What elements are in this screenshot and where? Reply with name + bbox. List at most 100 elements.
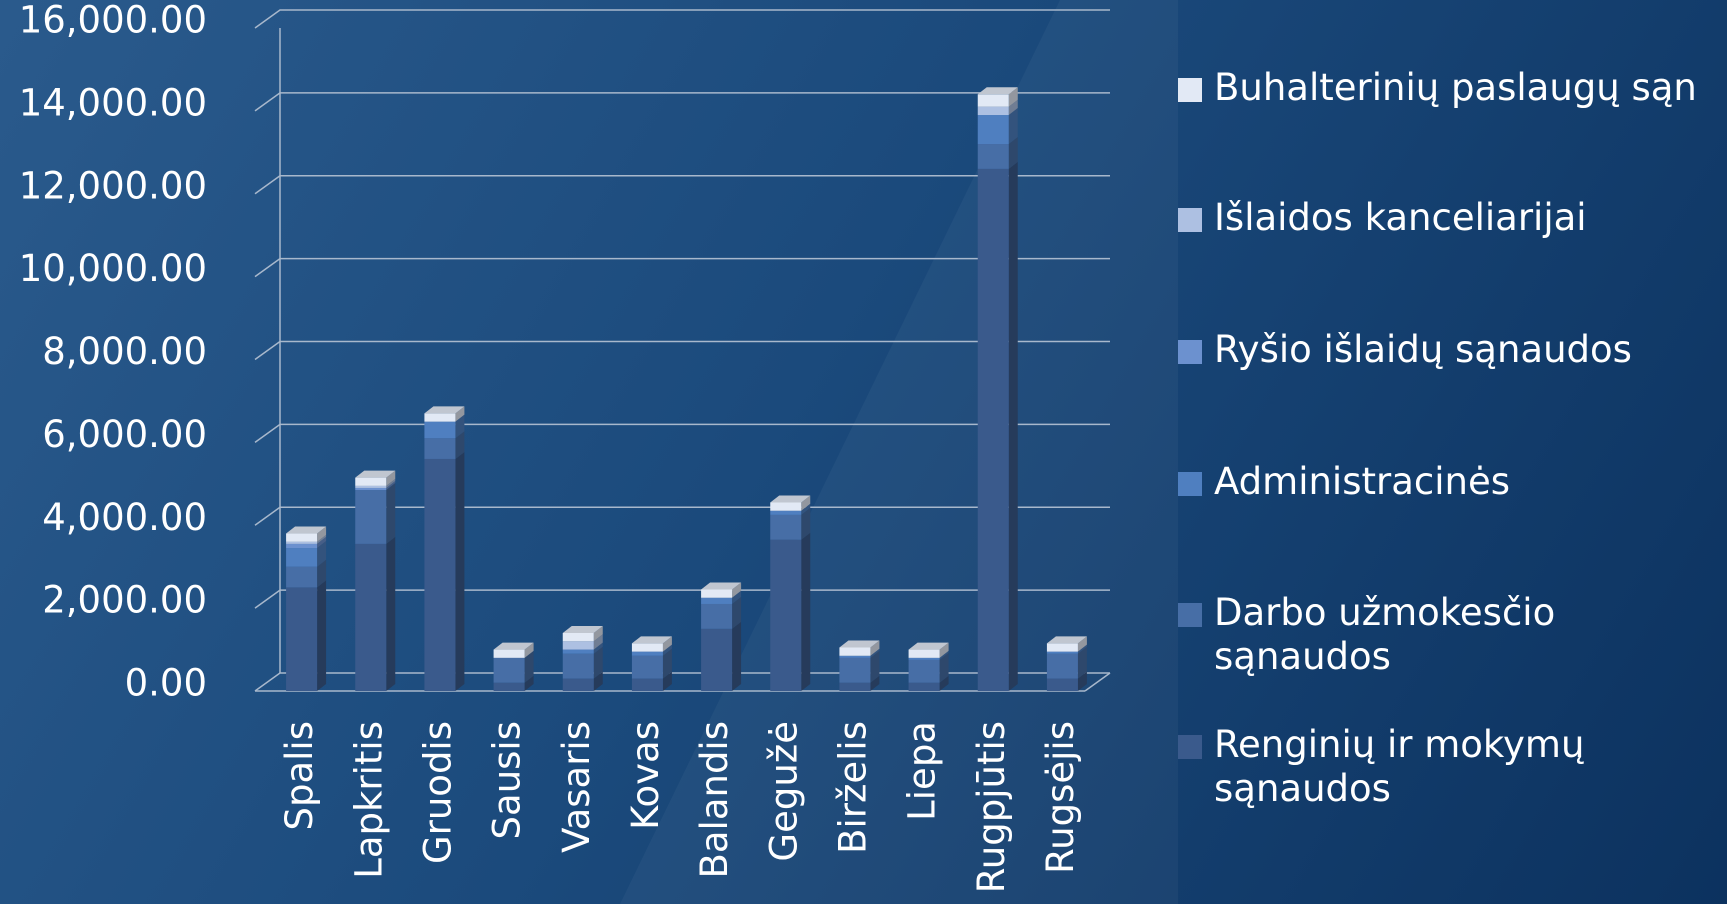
bar-side bbox=[801, 495, 811, 511]
bar-segment bbox=[908, 649, 940, 658]
bar-segment bbox=[908, 682, 940, 691]
bar-segment bbox=[562, 653, 594, 679]
bar-segment bbox=[770, 502, 802, 511]
bar-side bbox=[593, 642, 603, 654]
bar-segment bbox=[493, 657, 525, 683]
y-tick-label: 12,000.00 bbox=[19, 164, 207, 207]
bar-side bbox=[801, 507, 811, 540]
bar-segment bbox=[1046, 651, 1078, 654]
bar-top bbox=[424, 406, 465, 414]
bar-side bbox=[870, 648, 880, 658]
bar-segment bbox=[631, 643, 663, 652]
x-tick-label: Sausis bbox=[486, 721, 529, 839]
bar-top bbox=[839, 640, 880, 648]
legend-swatch bbox=[1178, 208, 1202, 232]
x-tick-label: Rugpjūtis bbox=[970, 721, 1013, 893]
legend-label: Ryšio išlaidų sąnaudos bbox=[1214, 328, 1632, 371]
bar-side bbox=[317, 526, 327, 542]
x-tick-label: Vasaris bbox=[555, 721, 598, 853]
y-tick-label: 14,000.00 bbox=[19, 81, 207, 124]
bar-segment bbox=[701, 589, 733, 598]
bar-side bbox=[662, 671, 672, 691]
legend-swatch bbox=[1178, 472, 1202, 496]
bar-segment bbox=[286, 548, 318, 567]
bar-top bbox=[908, 642, 949, 650]
grid-line bbox=[254, 92, 1110, 112]
bar-segment bbox=[424, 438, 456, 459]
bar-side bbox=[1077, 671, 1087, 691]
bar-side bbox=[1077, 644, 1087, 654]
legend-swatch bbox=[1178, 340, 1202, 364]
bar-segment bbox=[493, 649, 525, 658]
bar-side bbox=[593, 634, 603, 650]
legend-swatch bbox=[1178, 735, 1202, 759]
bar-side bbox=[593, 646, 603, 679]
bar-side bbox=[939, 650, 949, 660]
legend-label: Administracinės bbox=[1214, 460, 1510, 503]
legend-item: Administracinės bbox=[1178, 460, 1634, 504]
bar-segment bbox=[701, 603, 733, 629]
grid-line bbox=[254, 506, 1110, 526]
bar-side bbox=[386, 470, 396, 486]
bar-side bbox=[870, 675, 880, 691]
bar-segment bbox=[631, 655, 663, 679]
legend-item: Ryšio išlaidų sąnaudos bbox=[1178, 328, 1634, 372]
legend-label: Darbo užmokesčio sąnaudos bbox=[1214, 591, 1556, 678]
bar-top bbox=[631, 636, 672, 644]
bar-side bbox=[455, 451, 465, 691]
bar-side bbox=[662, 636, 672, 652]
grid-line bbox=[254, 257, 1110, 278]
bar-segment bbox=[839, 647, 871, 656]
legend: Buhalterinių paslaugų sąn Išlaidos kancel… bbox=[1178, 0, 1727, 904]
bar-side bbox=[870, 650, 880, 683]
bar-side bbox=[317, 541, 327, 567]
bar-side bbox=[593, 625, 603, 642]
bar-segment bbox=[977, 144, 1009, 169]
x-tick-label: Rugsėjis bbox=[1039, 721, 1082, 874]
grid-line bbox=[254, 9, 1110, 29]
bar-side bbox=[455, 431, 465, 459]
bar-segment bbox=[493, 682, 525, 691]
bar-segment bbox=[977, 168, 1009, 691]
grid-line bbox=[254, 340, 1110, 361]
bar-side bbox=[939, 642, 949, 658]
legend-label: Buhalterinių paslaugų sąn bbox=[1214, 66, 1697, 109]
x-tick-label: Liepa bbox=[901, 721, 944, 821]
bar-top bbox=[1046, 636, 1087, 644]
bar-side bbox=[317, 534, 327, 544]
grid-line bbox=[254, 423, 1110, 443]
bar-side bbox=[662, 648, 672, 679]
legend-item: Išlaidos kanceliarijai bbox=[1178, 196, 1634, 240]
bar-segment bbox=[355, 543, 387, 691]
bar-segment bbox=[424, 421, 456, 439]
bar-segment bbox=[562, 641, 594, 650]
x-tick-label: Balandis bbox=[693, 721, 736, 879]
bar-segment bbox=[562, 632, 594, 642]
bar-top bbox=[977, 87, 1018, 95]
bar-segment bbox=[355, 477, 387, 486]
x-tick-label: Gruodis bbox=[416, 721, 459, 864]
bar-top bbox=[355, 470, 396, 478]
bar-segment bbox=[908, 657, 940, 660]
bar-side bbox=[801, 532, 811, 691]
bar-segment bbox=[839, 682, 871, 691]
x-tick-label: Lapkritis bbox=[347, 721, 390, 879]
bar-segment bbox=[562, 649, 594, 654]
legend-label: Renginių ir mokymų sąnaudos bbox=[1214, 723, 1585, 810]
x-tick-label: Gegužė bbox=[762, 721, 805, 862]
bar-side bbox=[386, 480, 396, 491]
bar-top bbox=[770, 495, 811, 503]
bar-side bbox=[939, 675, 949, 691]
grid-line bbox=[254, 175, 1110, 195]
bar-top bbox=[701, 582, 742, 590]
bar-segment bbox=[562, 678, 594, 691]
bar-segment bbox=[355, 487, 387, 491]
x-tick-label: Kovas bbox=[624, 721, 667, 830]
legend-item: Darbo užmokesčio sąnaudos bbox=[1178, 591, 1634, 679]
x-tick-label: Spalis bbox=[278, 721, 321, 830]
bar-side bbox=[801, 503, 811, 515]
bar-segment bbox=[286, 541, 318, 544]
legend-item: Buhalterinių paslaugų sąn bbox=[1178, 66, 1697, 110]
